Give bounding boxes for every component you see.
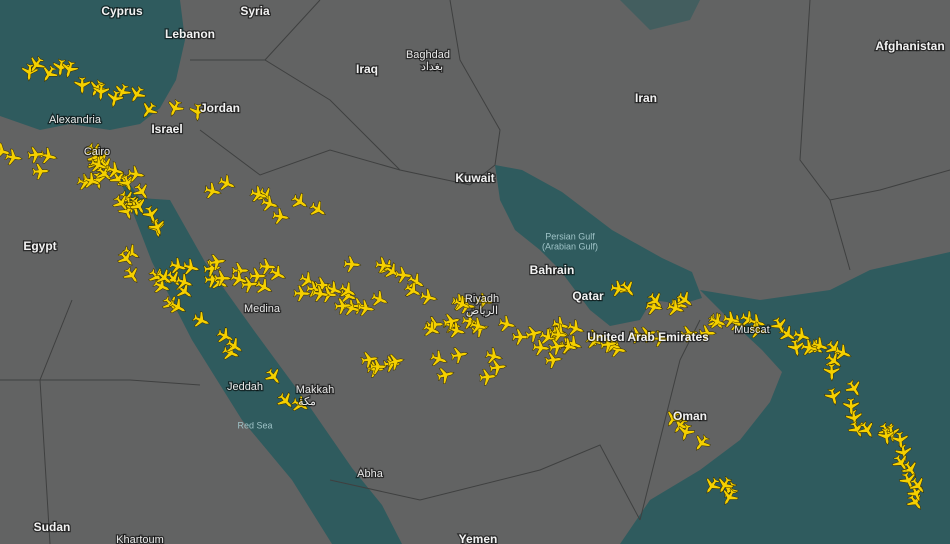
place-label: Sudan bbox=[34, 520, 71, 534]
place-label: Oman bbox=[673, 409, 707, 423]
place-label: Jordan bbox=[200, 101, 240, 115]
place-label: Syria bbox=[240, 4, 270, 18]
place-label: Lebanon bbox=[165, 27, 215, 41]
place-label: (Arabian Gulf) bbox=[542, 241, 598, 251]
place-label: Iraq bbox=[356, 62, 378, 76]
place-label: Bahrain bbox=[530, 263, 575, 277]
place-label: Yemen bbox=[459, 532, 498, 544]
place-label: Afghanistan bbox=[875, 39, 944, 53]
place-label: Egypt bbox=[23, 239, 56, 253]
place-label: Makkah bbox=[296, 384, 335, 396]
place-label: Khartoum bbox=[116, 534, 164, 544]
place-label: Medina bbox=[244, 303, 281, 315]
place-label: Kuwait bbox=[455, 171, 494, 185]
place-label: Jeddah bbox=[227, 381, 263, 393]
place-label: Cairo bbox=[84, 146, 110, 158]
place-label: Red Sea bbox=[237, 420, 272, 430]
place-label: Israel bbox=[151, 122, 182, 136]
place-label: بغداد bbox=[421, 61, 443, 73]
place-label: Alexandria bbox=[49, 114, 102, 126]
place-label: الرياض bbox=[466, 305, 498, 317]
place-label: Qatar bbox=[572, 289, 604, 303]
place-label: Cyprus bbox=[101, 4, 143, 18]
place-label: Persian Gulf bbox=[545, 231, 595, 241]
place-label: Iran bbox=[635, 91, 657, 105]
place-label: Riyadh bbox=[465, 293, 499, 305]
place-label: Baghdad bbox=[406, 49, 450, 61]
place-label: مكة bbox=[298, 396, 316, 408]
place-label: Muscat bbox=[734, 324, 769, 336]
place-label: United Arab Emirates bbox=[587, 330, 709, 344]
place-label: Abha bbox=[357, 468, 384, 480]
